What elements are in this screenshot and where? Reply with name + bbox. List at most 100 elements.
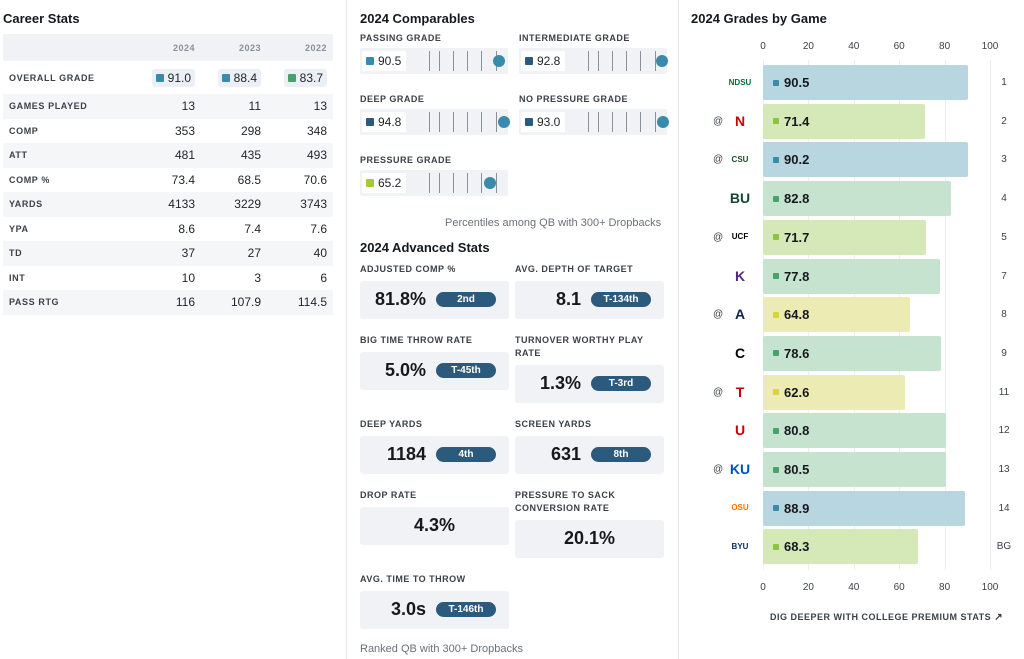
comparable-value: 94.8: [362, 112, 406, 132]
week-label: 13: [998, 464, 1010, 475]
grade-bar-label: 80.5: [773, 462, 809, 477]
grade-bar-label: 82.8: [773, 191, 809, 206]
opponent-logo-text: C: [734, 344, 746, 361]
x-tick-label: 80: [939, 582, 951, 593]
percentile-tick: [452, 51, 454, 71]
table-cell: 11: [248, 99, 261, 114]
grade-bar-label: 88.9: [773, 501, 809, 516]
opponent-logo-text: K: [734, 267, 746, 284]
grade-color-square: [773, 350, 779, 357]
grade-color-square: [773, 79, 779, 86]
grade-color-square: [773, 543, 779, 550]
percentile-tick: [452, 112, 454, 132]
adv-stat-value: 4.3%: [413, 515, 456, 535]
grade-value: 68.3: [784, 539, 810, 555]
grade-chip: 91.0: [151, 68, 195, 87]
x-tick-label: 40: [848, 41, 860, 52]
table-cell: 13: [181, 99, 195, 114]
table-row: YPA 8.6 7.4 7.6: [3, 217, 333, 242]
x-tick-label: 80: [939, 41, 951, 52]
grade-value: 71.4: [784, 113, 810, 129]
table-row: COMP % 73.4 68.5 70.6: [3, 168, 333, 193]
grade-value: 82.8: [784, 191, 810, 207]
percentile-marker: [657, 116, 670, 128]
grade-color-square: [773, 389, 779, 396]
premium-stats-link[interactable]: DIG DEEPER WITH COLLEGE PREMIUM STATS ↗: [770, 612, 1004, 623]
grade-value: 77.8: [784, 268, 810, 284]
table-cell: 70.6: [303, 172, 327, 187]
percentile-tick: [495, 112, 497, 132]
percentile-tick: [438, 51, 440, 71]
percentile-tick: [429, 51, 430, 71]
percentile-tick: [481, 112, 483, 132]
percentile-tick: [654, 51, 656, 71]
comparable-value: 93.0: [521, 112, 565, 132]
adv-stat-value: 1184: [386, 444, 426, 464]
percentile-tick: [481, 173, 483, 193]
grade-color-square: [773, 234, 779, 241]
grade-color-square: [773, 427, 779, 434]
grade-value: 92.8: [537, 54, 561, 68]
adv-stat-label: DROP RATE: [360, 490, 417, 500]
year-header: 2023: [238, 42, 261, 53]
x-tick-label: 100: [981, 41, 999, 52]
opponent-logo-icon: A: [728, 303, 752, 325]
percentile-tick: [597, 51, 599, 71]
adv-stat-value: 8.1: [555, 289, 581, 309]
opponent-logo-icon: UCF: [728, 226, 752, 248]
opponent-logo-icon: C: [728, 342, 752, 364]
week-label: 9: [1001, 347, 1007, 359]
grade-color-square: [773, 273, 779, 279]
grade-color-square: [773, 195, 779, 202]
table-cell: 493: [306, 148, 327, 163]
grade-bar: [763, 335, 942, 371]
grade-bar: [763, 258, 940, 294]
grade-bar-label: 90.2: [773, 152, 809, 167]
career-stats-panel: Career Stats 2024 2023 2022 OVERALL GRAD…: [0, 0, 338, 659]
grade-value: 90.2: [784, 152, 810, 168]
opponent-logo-icon: N: [728, 110, 752, 132]
table-cell: 116: [175, 295, 195, 310]
grade-value: 65.2: [378, 176, 402, 190]
grade-bar-label: 71.4: [773, 114, 809, 129]
rank-pill: T-45th: [436, 363, 496, 378]
percentile-tick: [626, 51, 627, 71]
adv-stat-box: 8th 631: [515, 436, 664, 474]
comparable-value: 65.2: [362, 173, 406, 193]
percentile-tick: [588, 112, 589, 132]
table-cell: 435: [240, 148, 261, 163]
adv-stat-value: 1.3%: [539, 373, 581, 393]
row-label: COMP: [9, 125, 39, 136]
grade-color-square: [525, 57, 533, 65]
row-label: ATT: [9, 150, 28, 161]
comparable-value: 90.5: [362, 51, 406, 71]
adv-stat-label: BIG TIME THROW RATE: [360, 335, 473, 345]
grade-color-square: [221, 73, 230, 82]
grade-color-square: [773, 156, 779, 163]
percentile-tick: [438, 112, 440, 132]
table-cell: 68.5: [237, 172, 261, 187]
external-link-icon: ↗: [994, 612, 1004, 623]
table-cell: 107.9: [230, 295, 261, 310]
grade-value: 78.6: [784, 345, 810, 361]
adv-stat-label: SCREEN YARDS: [515, 419, 592, 429]
x-tick-label: 0: [760, 41, 766, 52]
grade-value: 90.5: [784, 75, 810, 90]
grade-value: 80.8: [784, 423, 810, 439]
percentile-bar: 93.0: [519, 109, 670, 135]
adv-stat-label: AVG. TIME TO THROW: [360, 574, 466, 584]
row-label: COMP %: [9, 174, 50, 185]
row-label: TD: [9, 248, 23, 259]
opponent-logo-text: T: [735, 383, 745, 400]
adv-stat-box: T-3rd 1.3%: [515, 365, 664, 403]
week-label: 12: [998, 425, 1010, 437]
grade-bar-label: 90.5: [773, 75, 809, 90]
adv-stat-label: DEEP YARDS: [360, 419, 423, 429]
advanced-stats-title: 2024 Advanced Stats: [360, 240, 490, 255]
grades-by-game-panel: 2024 Grades by Game: [678, 0, 1024, 659]
percentile-tick: [481, 51, 483, 71]
percentile-tick: [588, 51, 589, 71]
opponent-logo-text: U: [734, 422, 746, 439]
table-cell: 481: [174, 148, 195, 163]
adv-stat-value: 81.8%: [374, 289, 426, 309]
